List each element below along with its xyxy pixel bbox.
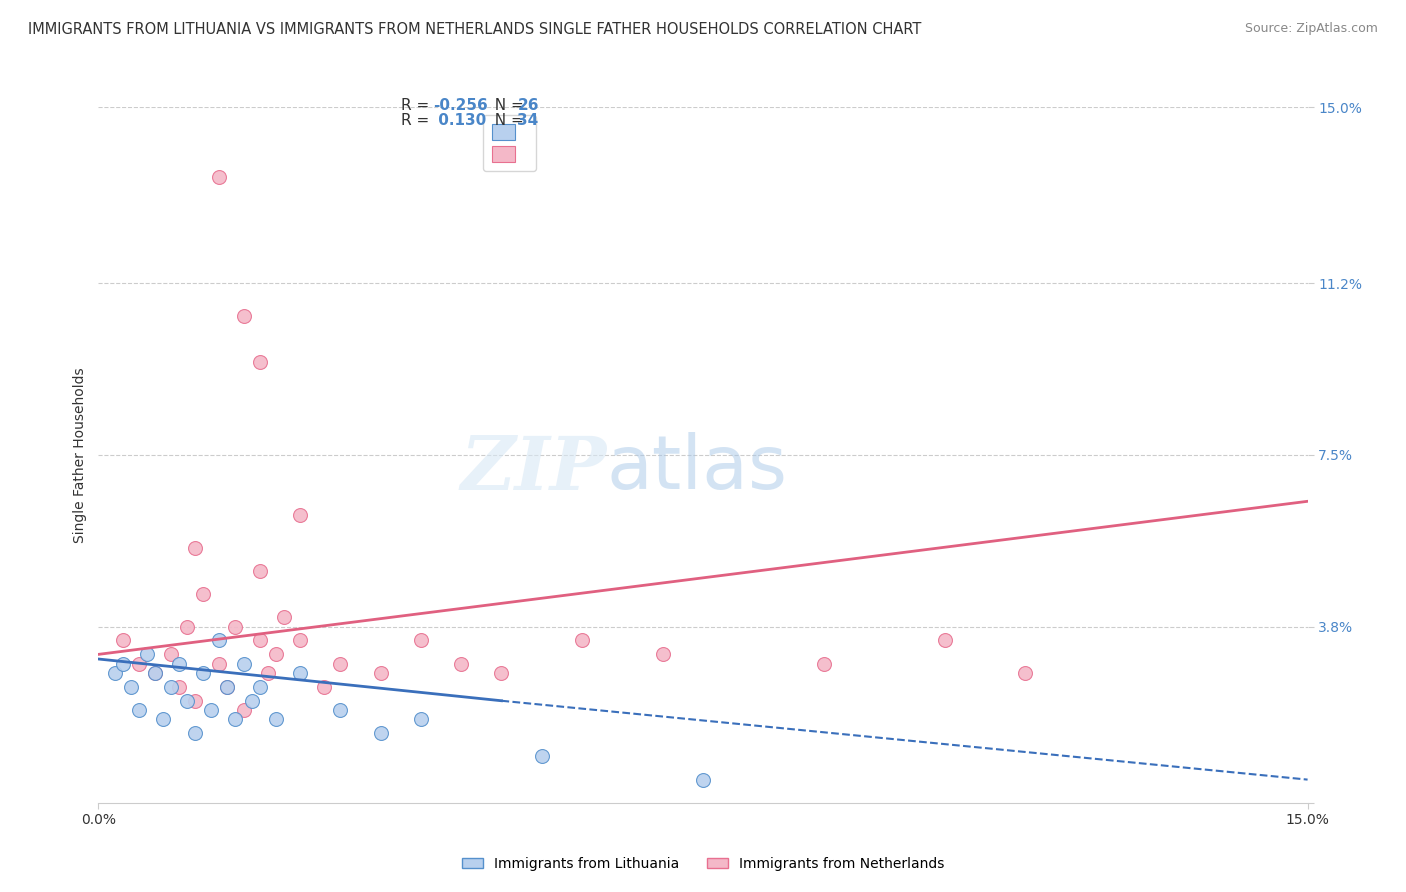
Point — [249, 564, 271, 578]
Point — [370, 665, 392, 680]
Point — [288, 633, 311, 648]
Point — [264, 648, 287, 662]
Point — [264, 712, 287, 726]
Point — [143, 665, 166, 680]
Point — [232, 703, 254, 717]
Text: 0.130: 0.130 — [433, 113, 486, 128]
Point — [314, 680, 336, 694]
Point — [160, 680, 183, 694]
Point — [217, 680, 239, 694]
Point — [135, 648, 157, 662]
Text: ZIP: ZIP — [460, 433, 606, 505]
Point — [184, 726, 207, 740]
Text: atlas: atlas — [606, 433, 787, 506]
Point — [167, 657, 190, 671]
Point — [249, 355, 271, 369]
Point — [329, 657, 352, 671]
Point — [240, 694, 263, 708]
Point — [249, 680, 271, 694]
Text: IMMIGRANTS FROM LITHUANIA VS IMMIGRANTS FROM NETHERLANDS SINGLE FATHER HOUSEHOLD: IMMIGRANTS FROM LITHUANIA VS IMMIGRANTS … — [28, 22, 921, 37]
Point — [120, 680, 142, 694]
Point — [176, 694, 198, 708]
Point — [111, 633, 134, 648]
Point — [193, 665, 215, 680]
Point — [152, 712, 174, 726]
Text: N =: N = — [485, 113, 529, 128]
Point — [103, 665, 125, 680]
Point — [571, 633, 593, 648]
Point — [208, 169, 231, 184]
Point — [409, 633, 432, 648]
Point — [450, 657, 472, 671]
Point — [249, 633, 271, 648]
Legend: , : , — [482, 115, 536, 171]
Point — [370, 726, 392, 740]
Point — [167, 680, 190, 694]
Point — [217, 680, 239, 694]
Point — [224, 619, 246, 633]
Point — [143, 665, 166, 680]
Point — [256, 665, 278, 680]
Point — [1014, 665, 1036, 680]
Point — [491, 665, 513, 680]
Point — [200, 703, 222, 717]
Point — [232, 657, 254, 671]
Point — [813, 657, 835, 671]
Point — [692, 772, 714, 787]
Point — [176, 619, 198, 633]
Y-axis label: Single Father Households: Single Father Households — [73, 368, 87, 542]
Point — [184, 694, 207, 708]
Point — [224, 712, 246, 726]
Point — [288, 508, 311, 523]
Text: Source: ZipAtlas.com: Source: ZipAtlas.com — [1244, 22, 1378, 36]
Text: -0.256: -0.256 — [433, 98, 488, 113]
Text: 34: 34 — [517, 113, 538, 128]
Point — [193, 587, 215, 601]
Point — [208, 633, 231, 648]
Point — [160, 648, 183, 662]
Point — [111, 657, 134, 671]
Point — [184, 541, 207, 555]
Point — [232, 309, 254, 323]
Point — [651, 648, 673, 662]
Point — [208, 657, 231, 671]
Legend: Immigrants from Lithuania, Immigrants from Netherlands: Immigrants from Lithuania, Immigrants fr… — [457, 851, 949, 876]
Text: 26: 26 — [517, 98, 538, 113]
Point — [128, 657, 150, 671]
Text: N =: N = — [485, 98, 529, 113]
Point — [934, 633, 956, 648]
Point — [409, 712, 432, 726]
Point — [273, 610, 295, 624]
Point — [128, 703, 150, 717]
Point — [288, 665, 311, 680]
Text: R =: R = — [401, 113, 434, 128]
Point — [530, 749, 553, 764]
Point — [329, 703, 352, 717]
Text: R =: R = — [401, 98, 434, 113]
